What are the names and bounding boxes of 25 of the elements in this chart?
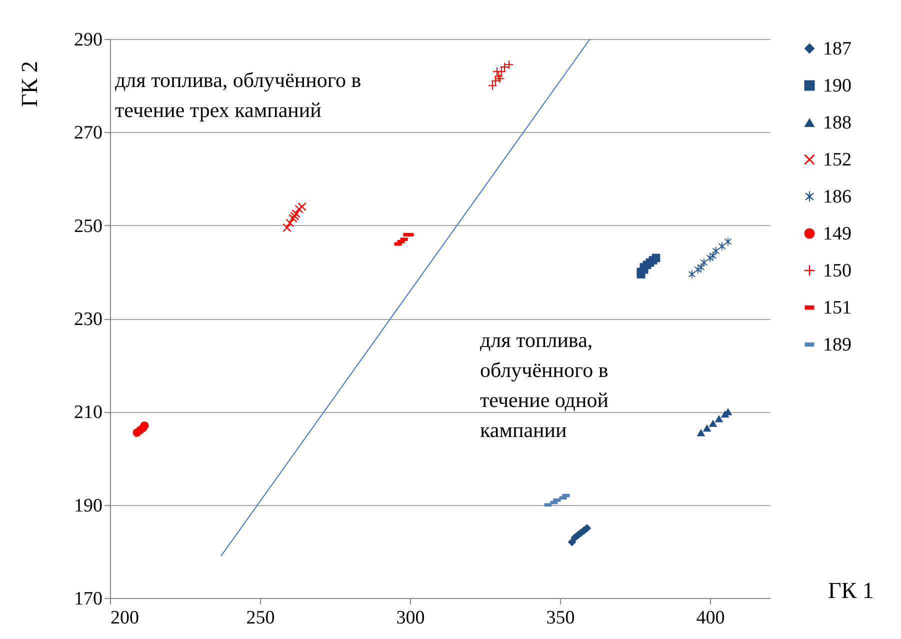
legend-label: 151 xyxy=(823,298,852,318)
x-tick-label: 200 xyxy=(110,608,139,628)
legend-label: 187 xyxy=(823,38,852,60)
y-tick-label: 230 xyxy=(74,309,102,330)
annotation: для топлива, облучённого в течение одной кампании xyxy=(480,328,608,442)
x-tick-label: 300 xyxy=(396,608,425,628)
legend-label: 189 xyxy=(823,334,852,356)
y-tick-label: 170 xyxy=(74,588,102,610)
y-tick-label: 190 xyxy=(74,495,102,516)
x-axis-title: ГК 1 xyxy=(828,578,874,603)
y-tick-label: 250 xyxy=(74,216,102,237)
legend-label: 149 xyxy=(823,224,852,244)
legend-label: 190 xyxy=(823,76,852,96)
x-tick-label: 250 xyxy=(246,608,275,628)
legend-label: 186 xyxy=(823,186,852,208)
y-axis-title: ГК 2 xyxy=(17,61,42,107)
y-tick-label: 270 xyxy=(74,122,102,144)
y-tick-label: 290 xyxy=(74,30,102,50)
x-tick-label: 350 xyxy=(546,608,575,628)
legend-label: 150 xyxy=(823,260,852,282)
legend-label: 152 xyxy=(823,150,852,170)
y-tick-label: 210 xyxy=(74,402,102,424)
annotation: для топлива, облучённого в течение трех кампаний xyxy=(115,68,362,122)
x-tick-label: 400 xyxy=(696,608,725,628)
legend-label: 188 xyxy=(823,112,852,134)
